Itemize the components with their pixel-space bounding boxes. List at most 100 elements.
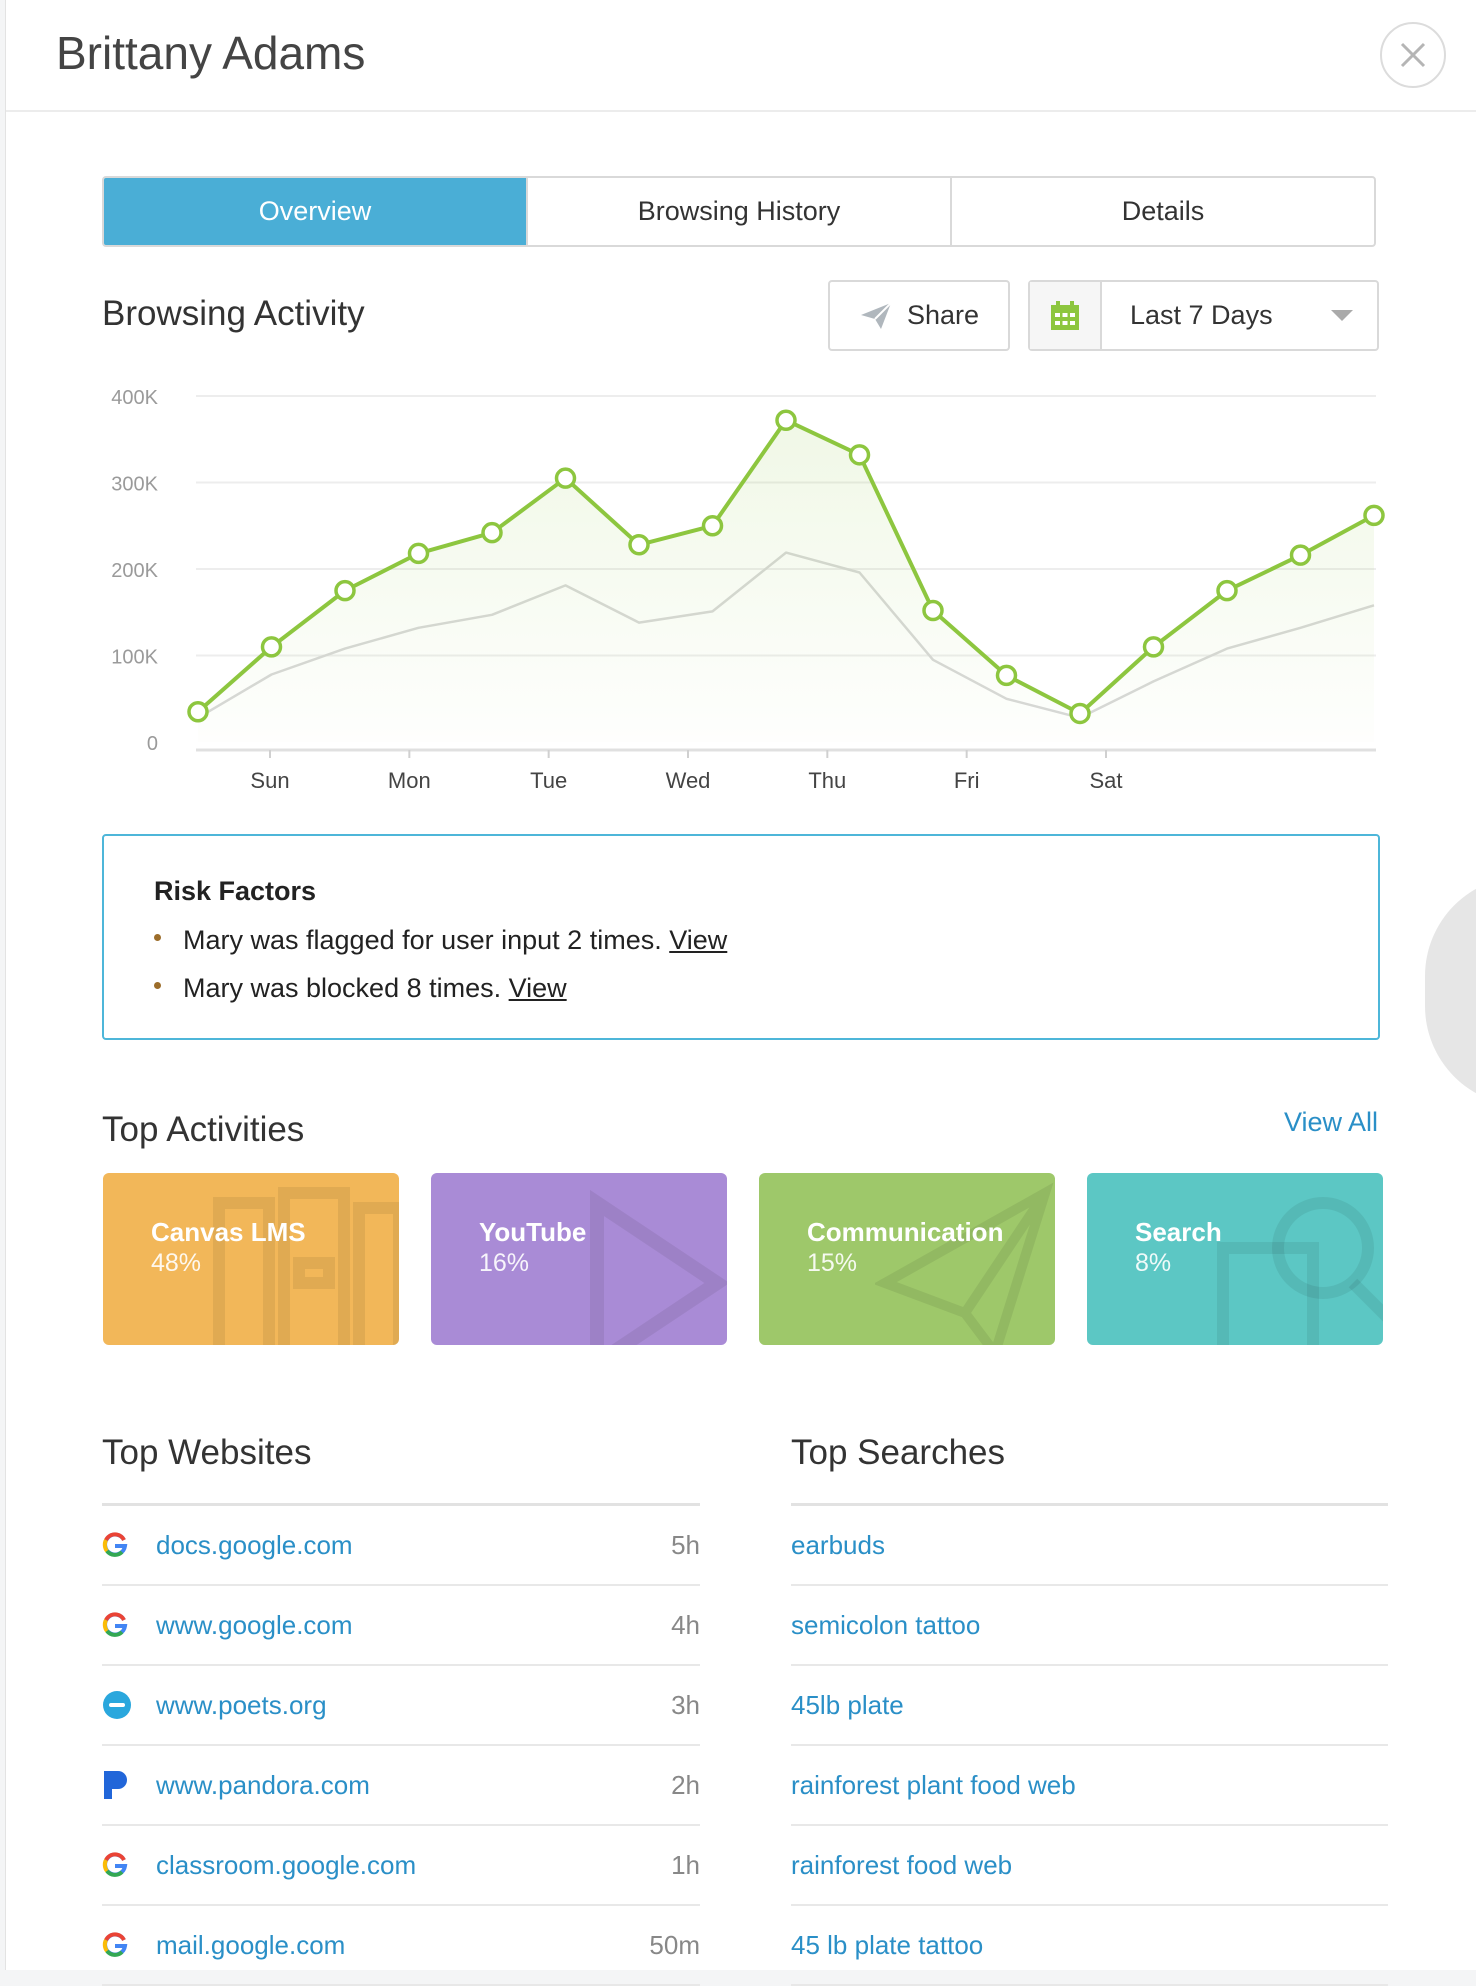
y-tick-label: 100K: [111, 647, 158, 669]
bullet: [154, 934, 161, 942]
list-item: earbuds: [791, 1506, 1388, 1586]
list-item: semicolon tattoo: [791, 1586, 1388, 1666]
page-title: Brittany Adams: [56, 27, 366, 79]
tab-browsing-history[interactable]: Browsing History: [526, 178, 950, 245]
search-term-link[interactable]: earbuds: [791, 1529, 885, 1560]
data-point: [407, 542, 430, 565]
risk-view-link[interactable]: View: [508, 973, 567, 1003]
date-range-select[interactable]: Last 7 Days: [1028, 280, 1379, 351]
divider: [102, 1503, 700, 1506]
google-icon: [102, 1932, 156, 1958]
y-tick-label: 200K: [111, 560, 158, 582]
top-searches-list: Top Searches earbuds semicolon tattoo 45…: [791, 1433, 1388, 1986]
x-tick-label: Wed: [666, 768, 711, 793]
data-point: [187, 700, 209, 723]
website-time: 3h: [671, 1689, 700, 1720]
activity-card-name: Canvas LMS: [151, 1217, 306, 1247]
activity-card-name: Communication: [807, 1217, 1004, 1247]
close-icon: [1400, 42, 1426, 68]
top-websites-list: Top Websites docs.google.com 5h www.goog…: [102, 1433, 700, 1986]
x-tick-label: Sat: [1089, 768, 1122, 793]
activity-card-name: Search: [1135, 1217, 1222, 1247]
top-websites-title: Top Websites: [102, 1433, 312, 1472]
data-point: [628, 534, 650, 556]
website-link[interactable]: mail.google.com: [156, 1929, 346, 1960]
list-item: 45lb plate: [791, 1666, 1388, 1746]
book-icon: [213, 1187, 399, 1345]
search-term-link[interactable]: 45lb plate: [791, 1689, 904, 1720]
search-term-link[interactable]: rainforest food web: [791, 1849, 1013, 1880]
list-item: 45 lb plate tattoo: [791, 1906, 1388, 1986]
activity-card-canvas-lms[interactable]: Canvas LMS 48%: [103, 1173, 399, 1345]
data-point: [848, 444, 871, 466]
data-point: [922, 599, 944, 622]
activity-card-search[interactable]: Search 8%: [1087, 1173, 1383, 1345]
activity-card-youtube[interactable]: YouTube 16%: [431, 1173, 727, 1345]
close-button[interactable]: [1380, 22, 1446, 88]
search-icon: [1217, 1197, 1383, 1345]
data-point: [554, 467, 577, 489]
data-point: [1069, 702, 1091, 725]
website-time: 50m: [649, 1929, 700, 1960]
data-point: [1216, 579, 1238, 602]
website-time: 1h: [671, 1849, 700, 1880]
website-link[interactable]: docs.google.com: [156, 1529, 353, 1560]
search-term-link[interactable]: rainforest plant food web: [791, 1769, 1076, 1800]
top-searches-title: Top Searches: [791, 1433, 1006, 1472]
activity-card-communication[interactable]: Communication 15%: [759, 1173, 1055, 1345]
google-icon: [102, 1612, 156, 1638]
activity-card-name: YouTube: [479, 1217, 587, 1247]
paper-plane-icon: [875, 1182, 1054, 1345]
view-all-link[interactable]: View All: [1284, 1107, 1379, 1137]
risk-factors-box: Risk Factors Mary was flagged for user i…: [102, 834, 1380, 1040]
website-time: 5h: [671, 1529, 700, 1560]
y-tick-label: 300K: [111, 474, 158, 496]
data-point: [481, 521, 503, 544]
activity-card-percent: 15%: [807, 1249, 858, 1277]
calendar-icon: [1030, 282, 1102, 349]
list-item: rainforest plant food web: [791, 1746, 1388, 1826]
website-link[interactable]: classroom.google.com: [156, 1849, 417, 1880]
browsing-activity-title: Browsing Activity: [102, 294, 365, 333]
share-button[interactable]: Share: [828, 280, 1010, 351]
risk-item-text: Mary was blocked 8 times.: [183, 973, 502, 1003]
activity-card-percent: 16%: [479, 1249, 530, 1277]
website-time: 4h: [671, 1609, 700, 1640]
tab-overview[interactable]: Overview: [104, 178, 526, 245]
data-point: [260, 636, 283, 658]
series-area: [198, 420, 1374, 742]
data-point: [701, 515, 724, 537]
panel-header: Brittany Adams: [6, 0, 1476, 112]
data-point: [775, 409, 797, 431]
activity-card-percent: 8%: [1135, 1249, 1172, 1277]
data-point: [1363, 504, 1385, 527]
website-link[interactable]: www.poets.org: [156, 1689, 327, 1720]
data-point: [1142, 636, 1165, 658]
google-icon: [102, 1852, 156, 1878]
data-point: [995, 664, 1018, 687]
google-icon: [102, 1532, 156, 1558]
play-icon: [590, 1189, 727, 1345]
y-tick-label: 400K: [111, 387, 158, 409]
list-item: classroom.google.com 1h: [102, 1826, 700, 1906]
x-tick-label: Sun: [250, 768, 289, 793]
date-range-label: Last 7 Days: [1130, 300, 1273, 330]
list-item: www.poets.org 3h: [102, 1666, 700, 1746]
top-activities-title: Top Activities: [102, 1110, 305, 1149]
website-link[interactable]: www.google.com: [156, 1609, 353, 1640]
search-term-link[interactable]: 45 lb plate tattoo: [791, 1929, 984, 1960]
data-point: [334, 579, 356, 602]
risk-view-link[interactable]: View: [669, 925, 728, 955]
x-tick-label: Fri: [954, 768, 980, 793]
website-time: 2h: [671, 1769, 700, 1800]
website-link[interactable]: www.pandora.com: [156, 1769, 370, 1800]
search-term-link[interactable]: semicolon tattoo: [791, 1609, 981, 1640]
divider: [791, 1503, 1388, 1506]
browsing-activity-chart: 400K 300K 200K 100K 0 Sun Mon Tue Wed Thu Fri Sat: [111, 387, 1385, 793]
view-tabs: Overview Browsing History Details: [102, 176, 1376, 247]
list-item: docs.google.com 5h: [102, 1506, 700, 1586]
bullet: [154, 982, 161, 990]
pandora-icon: [102, 1769, 156, 1801]
tab-details[interactable]: Details: [950, 178, 1374, 245]
paper-plane-icon: [860, 301, 892, 329]
